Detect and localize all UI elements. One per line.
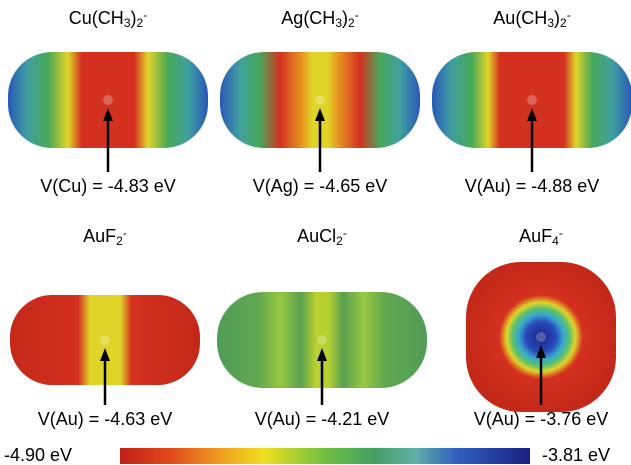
formula-superscript: -	[343, 226, 347, 240]
atom-center	[103, 95, 113, 105]
atom-center	[536, 332, 546, 342]
potential-label: V(Au) = -3.76 eV	[474, 409, 609, 429]
formula-superscript: -	[123, 226, 127, 240]
potential-label: V(Cu) = -4.83 eV	[40, 176, 176, 196]
potential-label: V(Ag) = -4.65 eV	[253, 176, 388, 196]
colorbar-min-label: -4.90 eV	[4, 445, 72, 465]
formula-text: Ag(CH	[281, 8, 335, 28]
panel-title: Au(CH3)2-	[493, 8, 570, 30]
potential-label: V(Au) = -4.88 eV	[465, 176, 600, 196]
colorbar	[120, 448, 530, 464]
panel-title: AuF2-	[83, 226, 127, 248]
panel-title: Ag(CH3)2-	[281, 8, 358, 30]
potential-label: V(Au) = -4.63 eV	[38, 409, 173, 429]
formula-text: Au(CH	[493, 8, 547, 28]
panel-title: AuCl2-	[297, 226, 347, 248]
formula-superscript: -	[567, 8, 571, 22]
formula-superscript: -	[143, 8, 147, 22]
formula-text: AuF	[519, 226, 552, 246]
potential-label: V(Au) = -4.21 eV	[255, 409, 390, 429]
atom-center	[315, 95, 325, 105]
atom-center	[317, 335, 327, 345]
formula-text: AuCl	[297, 226, 336, 246]
colorbar-max-label: -3.81 eV	[542, 445, 610, 465]
atom-center	[100, 335, 110, 345]
formula-superscript: -	[559, 226, 563, 240]
figure: -4.90 eV -3.81 eV Cu(CH3)2- V(Cu) = -4.83…	[0, 0, 631, 465]
panel-title: Cu(CH3)2-	[69, 8, 147, 30]
formula-text: Cu(CH	[69, 8, 124, 28]
formula-text: AuF	[83, 226, 116, 246]
panel-title: AuF4-	[519, 226, 563, 248]
formula-superscript: -	[355, 8, 359, 22]
atom-center	[527, 95, 537, 105]
